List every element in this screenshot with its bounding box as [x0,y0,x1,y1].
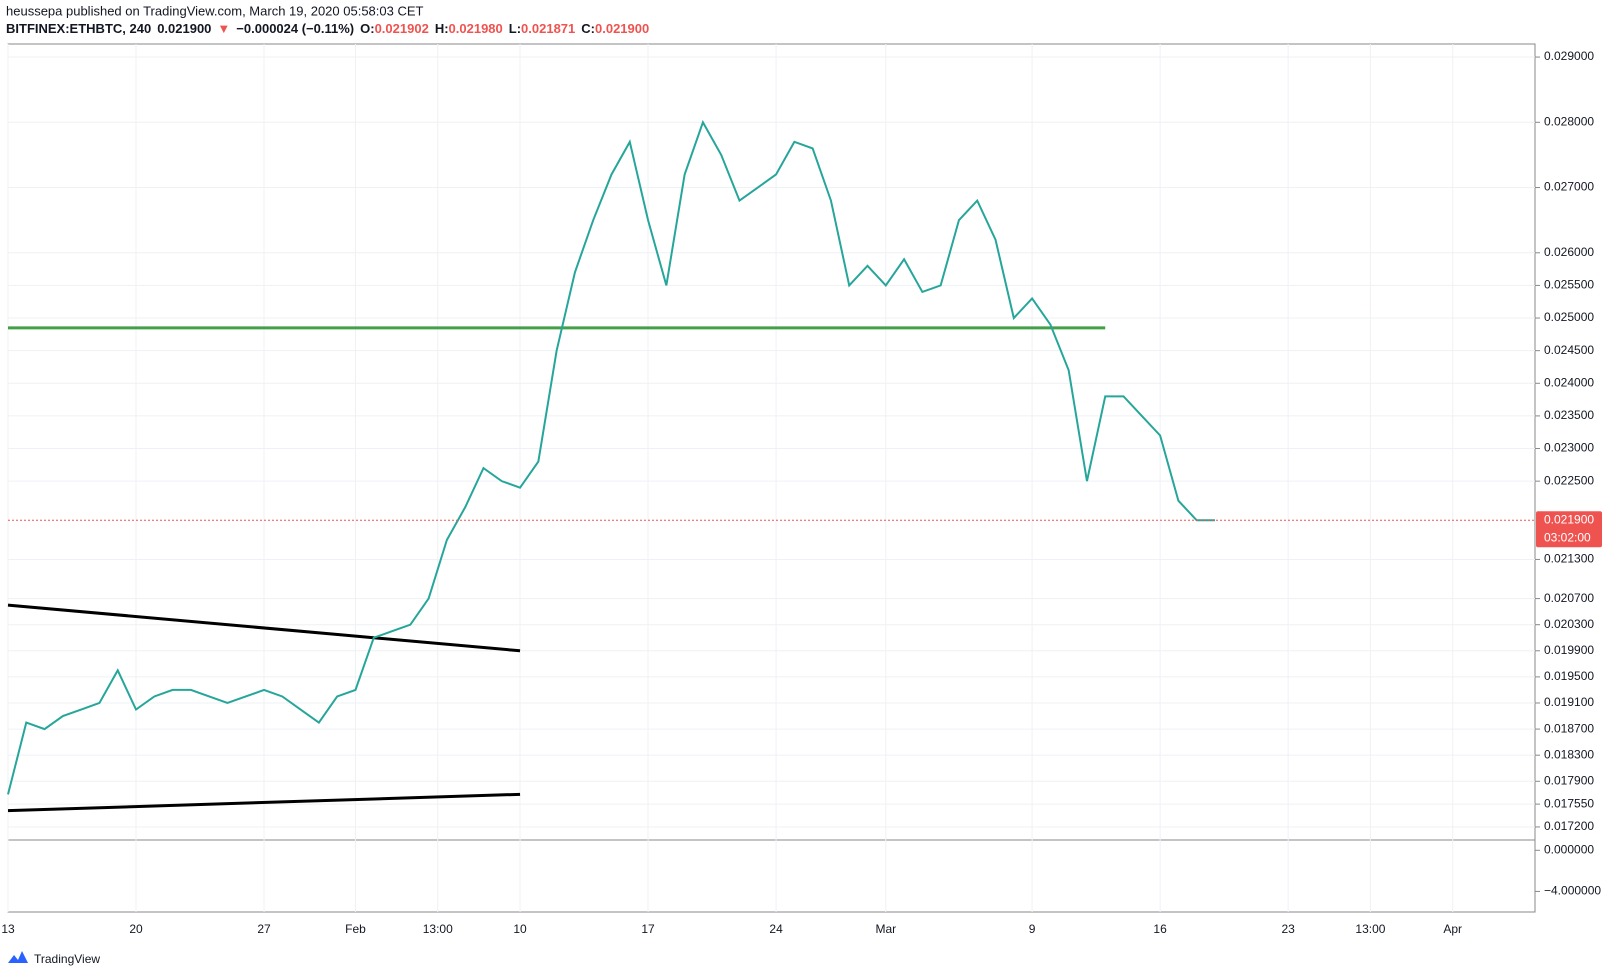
y-tick-label: 0.019900 [1544,643,1594,657]
y-tick-label: 0.017900 [1544,773,1594,787]
header-c-label: C: [581,21,595,36]
countdown: 03:02:00 [1544,530,1591,544]
y-tick-label: 0.017200 [1544,819,1594,833]
header-o-label: O: [360,21,374,36]
header-symbol: BITFINEX:ETHBTC, 240 [6,21,151,36]
x-tick-label: 24 [769,922,783,936]
y-tick-label: 0.023000 [1544,441,1594,455]
y-tick-label: 0.024500 [1544,343,1594,357]
y-tick-label: 0.029000 [1544,49,1594,63]
publisher: heussepa published on TradingView.com, M… [6,3,424,18]
y-tick-label: 0.019100 [1544,695,1594,709]
y-tick-label: 0.025000 [1544,310,1594,324]
sub-y-tick-label: −4.000000 [1544,884,1601,898]
y-tick-label: 0.022500 [1544,473,1594,487]
header-h-label: H: [435,21,449,36]
y-tick-label: 0.018700 [1544,721,1594,735]
x-tick-label: 13:00 [423,922,453,936]
y-tick-label: 0.019500 [1544,669,1594,683]
x-tick-label: 10 [513,922,527,936]
y-tick-label: 0.024000 [1544,375,1594,389]
price-label-box [1536,511,1602,548]
x-tick-label: 16 [1153,922,1167,936]
x-tick-label: 27 [257,922,271,936]
x-tick-label: 23 [1281,922,1295,936]
y-tick-label: 0.020300 [1544,617,1594,631]
header-last: 0.021900 [157,21,211,36]
x-tick-label: 13 [1,922,15,936]
x-tick-label: 13:00 [1355,922,1385,936]
y-tick-label: 0.026000 [1544,245,1594,259]
y-tick-label: 0.027000 [1544,180,1594,194]
price-label: 0.021900 [1544,512,1594,526]
y-tick-label: 0.025500 [1544,278,1594,292]
drawn-line [7,792,521,813]
drawn-line [7,603,521,653]
plot: 0.029000 0.028000 0.027000 0.026000 0.025500… [1,44,1602,936]
y-tick-label: 0.017550 [1544,796,1594,810]
header-l-label: L: [509,21,521,36]
symbol-line: BITFINEX:ETHBTC, 240 0.021900 ▼ −0.000024 (… [6,21,649,36]
y-tick-label: 0.020700 [1544,591,1594,605]
x-tick-label: Feb [345,922,366,936]
sub-pane [7,839,1536,913]
header-l: 0.021871 [521,21,575,36]
x-tick-label: Apr [1443,922,1462,936]
x-tick-label: 9 [1029,922,1036,936]
price-line [7,119,1215,795]
x-tick-label: Mar [875,922,896,936]
y-tick-label: 0.023500 [1544,408,1594,422]
header-change: −0.000024 (−0.11%) [236,21,354,36]
price-pane [7,43,1536,841]
y-tick-label: 0.028000 [1544,114,1594,128]
footer-brand: TradingView [34,952,100,966]
header-c: 0.021900 [595,21,649,36]
header-arrow: ▼ [217,21,230,36]
y-tick-label: 0.018300 [1544,747,1594,761]
logo [8,951,28,963]
header-o: 0.021902 [375,21,429,36]
sub-y-tick-label: 0.000000 [1544,842,1594,856]
header-h: 0.021980 [449,21,503,36]
y-tick-label: 0.021300 [1544,552,1594,566]
x-tick-label: 17 [641,922,655,936]
x-tick-label: 20 [129,922,143,936]
